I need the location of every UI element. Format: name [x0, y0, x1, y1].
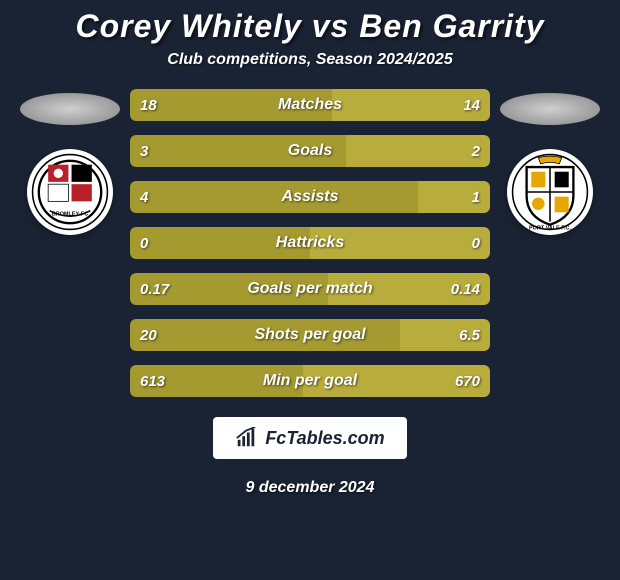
stat-value-right: 14 — [463, 97, 480, 114]
brand-text: FcTables.com — [265, 428, 384, 449]
stat-value-left: 20 — [140, 327, 157, 344]
stat-label: Min per goal — [263, 372, 357, 390]
chart-icon — [235, 427, 257, 449]
stat-value-right: 670 — [455, 373, 480, 390]
stat-bar-right — [346, 135, 490, 167]
stat-value-left: 18 — [140, 97, 157, 114]
stat-value-left: 4 — [140, 189, 148, 206]
svg-text:BROMLEY·FC: BROMLEY·FC — [52, 211, 88, 217]
stat-row: 4 1 Assists — [130, 181, 490, 213]
left-player-column: BROMLEY·FC — [10, 89, 130, 235]
stat-value-right: 0.14 — [451, 281, 480, 298]
brand-logo: FcTables.com — [213, 417, 406, 459]
svg-text:PORT VALE F.C.: PORT VALE F.C. — [529, 225, 571, 231]
stat-row: 20 6.5 Shots per goal — [130, 319, 490, 351]
stat-row: 3 2 Goals — [130, 135, 490, 167]
right-player-avatar-placeholder — [500, 93, 600, 125]
stat-label: Hattricks — [276, 234, 344, 252]
page-title: Corey Whitely vs Ben Garrity — [75, 8, 544, 45]
stat-label: Assists — [282, 188, 339, 206]
left-club-badge: BROMLEY·FC — [27, 149, 113, 235]
stat-value-left: 0 — [140, 235, 148, 252]
right-player-column: PORT VALE F.C. — [490, 89, 610, 235]
bromley-badge-icon: BROMLEY·FC — [31, 153, 109, 231]
stat-value-right: 2 — [472, 143, 480, 160]
stat-label: Matches — [278, 96, 342, 114]
content-row: BROMLEY·FC 1814Matches32Goals41Assists00… — [0, 89, 620, 397]
stat-row: 0.17 0.14 Goals per match — [130, 273, 490, 305]
stat-row: 0 0 Hattricks — [130, 227, 490, 259]
comparison-card: Corey Whitely vs Ben Garrity Club compet… — [0, 0, 620, 580]
subtitle: Club competitions, Season 2024/2025 — [167, 51, 452, 69]
stat-value-right: 0 — [472, 235, 480, 252]
stat-label: Goals — [288, 142, 332, 160]
stat-label: Goals per match — [247, 280, 372, 298]
stat-row: 613 670 Min per goal — [130, 365, 490, 397]
stat-row: 18 14 Matches — [130, 89, 490, 121]
stat-value-left: 3 — [140, 143, 148, 160]
stat-value-right: 1 — [472, 189, 480, 206]
stats-column: 18 14 Matches 3 2 Goals 4 1 Assists 0 0 Hattricks 0.… — [130, 89, 490, 397]
date-text: 9 december 2024 — [246, 479, 375, 497]
port-vale-badge-icon: PORT VALE F.C. — [511, 153, 589, 231]
left-player-avatar-placeholder — [20, 93, 120, 125]
stat-value-left: 0.17 — [140, 281, 169, 298]
right-club-badge: PORT VALE F.C. — [507, 149, 593, 235]
stat-value-left: 613 — [140, 373, 165, 390]
stat-bar-left — [130, 181, 418, 213]
stat-label: Shots per goal — [254, 326, 365, 344]
stat-value-right: 6.5 — [459, 327, 480, 344]
